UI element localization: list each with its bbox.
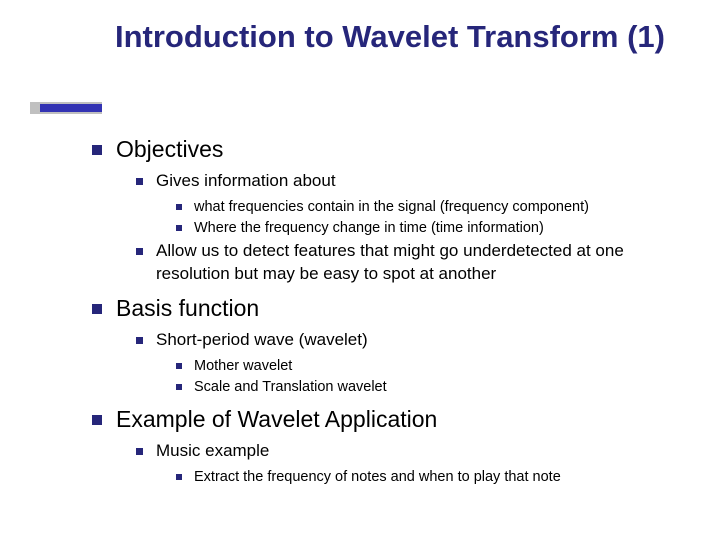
bullet-icon: [92, 415, 102, 425]
section-objectives: Objectives Gives information about what …: [88, 135, 698, 286]
item-text: Extract the frequency of notes and when …: [194, 469, 561, 485]
bullet-icon: [176, 363, 182, 369]
bullet-icon: [136, 337, 143, 344]
bullet-icon: [92, 304, 102, 314]
item-short-period: Short-period wave (wavelet) Mother wavel…: [132, 329, 698, 398]
bullet-icon: [176, 474, 182, 480]
item-music: Music example Extract the frequency of n…: [132, 440, 698, 487]
list-item: Scale and Translation wavelet: [172, 377, 698, 397]
item-label: Short-period wave (wavelet): [156, 330, 368, 349]
bullet-icon: [136, 178, 143, 185]
item-label: Music example: [156, 441, 269, 460]
bullet-icon: [176, 204, 182, 210]
slide-title: Introduction to Wavelet Transform (1): [115, 18, 675, 55]
item-text: Mother wavelet: [194, 358, 292, 374]
bullet-icon: [92, 145, 102, 155]
bullet-icon: [176, 225, 182, 231]
section-label: Example of Wavelet Application: [116, 406, 437, 432]
accent-bar-inner: [40, 104, 102, 112]
item-detect: Allow us to detect features that might g…: [132, 240, 698, 286]
list-item: Mother wavelet: [172, 356, 698, 376]
item-text: Scale and Translation wavelet: [194, 379, 387, 395]
item-text: what frequencies contain in the signal (…: [194, 199, 589, 215]
slide-content: Objectives Gives information about what …: [88, 135, 698, 489]
bullet-icon: [176, 384, 182, 390]
item-label: Gives information about: [156, 171, 336, 190]
slide: Introduction to Wavelet Transform (1) Ob…: [0, 0, 720, 540]
section-label: Basis function: [116, 295, 259, 321]
item-text: Allow us to detect features that might g…: [156, 241, 624, 283]
list-item: what frequencies contain in the signal (…: [172, 197, 698, 217]
section-basis: Basis function Short-period wave (wavele…: [88, 294, 698, 397]
bullet-icon: [136, 448, 143, 455]
list-item: Where the frequency change in time (time…: [172, 218, 698, 238]
item-text: Where the frequency change in time (time…: [194, 220, 544, 236]
list-item: Extract the frequency of notes and when …: [172, 467, 698, 487]
bullet-icon: [136, 248, 143, 255]
section-label: Objectives: [116, 136, 223, 162]
section-example: Example of Wavelet Application Music exa…: [88, 405, 698, 487]
item-gives-info: Gives information about what frequencies…: [132, 170, 698, 239]
